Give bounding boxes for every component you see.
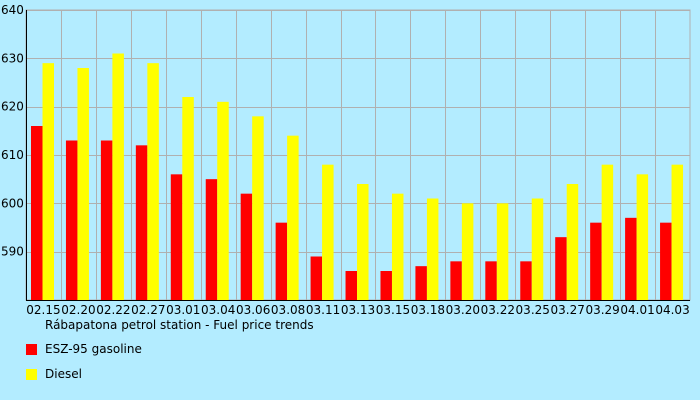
x-tick-label: 03.08 [271, 303, 305, 317]
y-tick-label: 610 [1, 148, 24, 162]
chart-legend: Rábapatona petrol station - Fuel price t… [26, 318, 314, 391]
legend-entry-gasoline: ESZ-95 gasoline [26, 341, 314, 357]
bar-gasoline-03.11 [310, 256, 323, 300]
x-tick-label: 03.20 [446, 303, 480, 317]
bar-gasoline-02.27 [135, 145, 148, 300]
bar-gasoline-03.13 [345, 271, 358, 300]
x-tick-label: 03.27 [551, 303, 585, 317]
bar-diesel-02.27 [147, 63, 159, 300]
bar-gasoline-03.25 [520, 261, 532, 300]
x-tick-label: 02.15 [26, 303, 60, 317]
bar-gasoline-04.01 [625, 217, 637, 300]
legend-label-diesel: Diesel [45, 367, 82, 381]
bar-gasoline-02.20 [65, 140, 78, 300]
x-tick-label: 04.01 [620, 303, 654, 317]
bar-diesel-03.11 [322, 164, 334, 300]
bar-gasoline-02.15 [31, 126, 43, 300]
y-tick-label: 620 [1, 100, 24, 114]
bar-diesel-03.08 [287, 135, 299, 300]
bar-gasoline-03.04 [205, 179, 218, 300]
bar-diesel-03.01 [182, 97, 194, 300]
y-tick-label: 630 [1, 51, 24, 65]
bar-gasoline-03.08 [275, 222, 288, 300]
legend-swatch-gasoline [26, 343, 37, 355]
y-tick-label: 590 [1, 245, 24, 259]
bar-diesel-02.15 [42, 63, 54, 300]
chart-title: Rábapatona petrol station - Fuel price t… [45, 318, 314, 332]
bar-diesel-03.13 [357, 184, 369, 300]
x-tick-label: 02.27 [131, 303, 165, 317]
bar-gasoline-04.03 [660, 222, 672, 300]
bar-diesel-04.01 [636, 174, 649, 300]
bar-diesel-03.06 [252, 116, 264, 300]
bar-diesel-02.20 [77, 68, 89, 300]
bar-gasoline-03.06 [240, 193, 253, 300]
bar-diesel-03.15 [391, 193, 404, 300]
bar-gasoline-03.22 [485, 261, 497, 300]
chart-grid [25, 9, 691, 301]
bar-diesel-03.20 [461, 203, 474, 300]
bar-gasoline-03.01 [170, 174, 183, 300]
bar-gasoline-03.27 [555, 237, 567, 300]
legend-swatch-diesel [26, 368, 37, 380]
x-tick-label: 02.22 [96, 303, 130, 317]
bar-diesel-04.03 [671, 164, 684, 300]
x-tick-label: 03.13 [341, 303, 375, 317]
bar-gasoline-03.18 [415, 266, 427, 300]
bar-gasoline-03.29 [590, 222, 602, 300]
chart-bars [31, 53, 684, 300]
x-tick-label: 03.25 [516, 303, 550, 317]
bar-diesel-03.22 [496, 203, 509, 300]
x-tick-label: 03.15 [376, 303, 410, 317]
x-tick-label: 03.22 [481, 303, 515, 317]
x-tick-label: 02.20 [61, 303, 95, 317]
bar-diesel-02.22 [112, 53, 124, 300]
bar-diesel-03.18 [426, 198, 439, 300]
bar-gasoline-03.20 [450, 261, 462, 300]
bar-diesel-03.04 [217, 101, 229, 300]
x-tick-label: 03.11 [306, 303, 340, 317]
y-tick-label: 600 [1, 196, 24, 210]
y-axis-tick-labels: 590 600 610 620 630 640 [1, 3, 24, 259]
chart-axes [26, 10, 690, 301]
x-tick-label: 04.03 [655, 303, 689, 317]
x-tick-label: 03.18 [411, 303, 445, 317]
bar-gasoline-02.22 [100, 140, 113, 300]
y-tick-label: 640 [1, 3, 24, 17]
x-tick-label: 03.01 [166, 303, 200, 317]
bar-diesel-03.27 [566, 184, 579, 300]
x-axis-tick-labels: 02.15 02.20 02.22 02.27 03.01 03.04 03.06 03.08… [26, 303, 689, 317]
legend-label-gasoline: ESZ-95 gasoline [45, 342, 142, 356]
bar-diesel-03.25 [531, 198, 544, 300]
x-tick-label: 03.29 [585, 303, 619, 317]
legend-entry-diesel: Diesel [26, 366, 314, 382]
x-tick-label: 03.04 [201, 303, 235, 317]
bar-diesel-03.29 [601, 164, 614, 300]
x-tick-label: 03.06 [236, 303, 270, 317]
bar-gasoline-03.15 [380, 271, 392, 300]
